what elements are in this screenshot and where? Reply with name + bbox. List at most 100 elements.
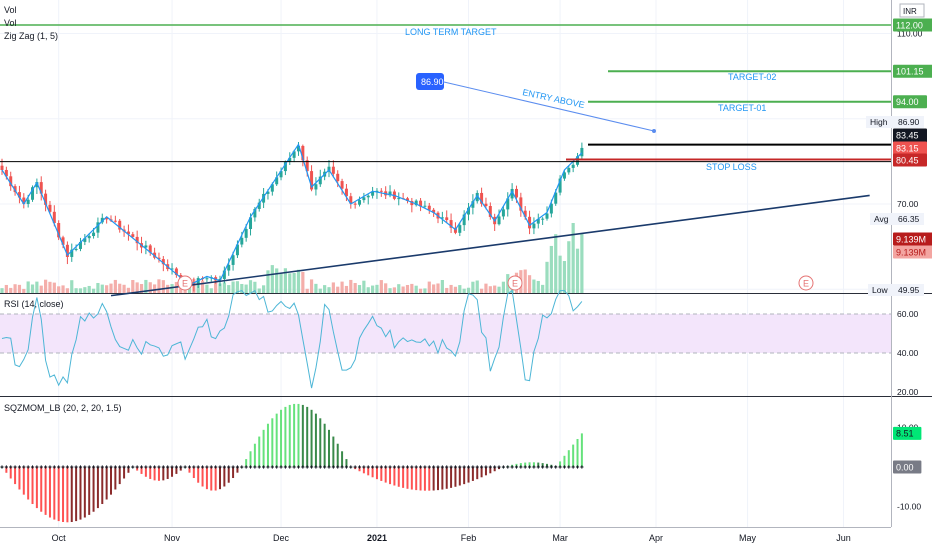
volume-bar: [139, 284, 144, 293]
squeeze-dot: [466, 465, 471, 469]
earnings-marker-1[interactable]: E: [507, 275, 523, 291]
earnings-circle: [177, 275, 193, 291]
candle: [48, 200, 52, 214]
momentum-bar: [445, 467, 448, 489]
candle-body: [305, 160, 309, 172]
candle: [488, 202, 492, 220]
volume-bar: [497, 286, 501, 293]
volume-bar: [375, 284, 379, 293]
volume-bar: [292, 272, 296, 293]
candle-body: [105, 217, 109, 220]
volume-bar: [405, 284, 410, 293]
candle-body: [52, 211, 56, 224]
sqz-tick-0-text: 0.00: [896, 462, 914, 472]
candle: [22, 193, 26, 209]
momentum-bar: [380, 467, 383, 481]
high-text: High: [870, 117, 888, 127]
volume-bar: [453, 286, 458, 293]
candle-body: [576, 156, 580, 165]
squeeze-dot: [192, 465, 196, 469]
currency-text: INR: [903, 7, 917, 16]
candle-body: [471, 201, 475, 208]
volume-bar: [357, 285, 362, 293]
momentum-bar: [345, 459, 348, 467]
volume-bar: [314, 283, 318, 293]
volume-bar: [493, 285, 497, 293]
candle-body: [296, 145, 300, 152]
long-term-target-label: LONG TERM TARGET: [405, 27, 497, 37]
label-8045-box: [893, 153, 927, 167]
momentum-bar: [101, 467, 104, 505]
momentum-bar: [480, 467, 483, 478]
momentum-bar: [493, 467, 496, 472]
squeeze-dot: [240, 465, 244, 469]
candle-body: [118, 220, 122, 230]
momentum-bar: [423, 467, 426, 491]
squeeze-dot: [323, 465, 327, 469]
volume-bar: [91, 288, 96, 293]
earnings-marker-2[interactable]: E: [798, 275, 814, 291]
squeeze-dot: [567, 465, 571, 469]
candle: [288, 152, 292, 165]
earnings-marker-0[interactable]: E: [177, 275, 193, 291]
candle: [410, 197, 414, 213]
squeeze-dot: [436, 465, 440, 469]
squeeze-dot: [462, 465, 466, 469]
volume-bar: [344, 285, 349, 293]
volume-bar: [466, 287, 471, 293]
sqz-last-label: 8.51: [893, 426, 922, 440]
candle: [419, 198, 423, 212]
candle-body: [4, 169, 8, 177]
volume-bar: [523, 269, 527, 293]
candle: [340, 178, 344, 195]
squeeze-dot: [205, 465, 209, 469]
volume-bar: [0, 288, 4, 293]
squeeze-dot: [571, 465, 575, 469]
volume-bar: [157, 279, 161, 293]
volume-bar: [65, 288, 69, 293]
avg-text: Avg: [874, 214, 889, 224]
volume-bar: [100, 284, 104, 293]
candle-body: [475, 192, 479, 202]
volume-bar: [227, 285, 231, 293]
volume-bar: [567, 241, 571, 293]
candle: [536, 213, 540, 229]
volume-bar: [423, 288, 427, 293]
squeeze-dot: [13, 465, 17, 469]
volume-bar: [74, 288, 78, 293]
momentum-bar: [271, 418, 274, 467]
volume-bar: [532, 279, 536, 293]
momentum-bar: [105, 467, 108, 500]
squeeze-dot: [179, 465, 183, 469]
candle-body: [266, 191, 270, 194]
momentum-bar: [458, 467, 461, 486]
label-10115-text: 101.15: [896, 67, 924, 77]
candle-body: [358, 200, 362, 205]
candle: [331, 160, 335, 178]
rsi-tick-1: 40.00: [897, 348, 919, 358]
momentum-bar: [476, 467, 479, 480]
candle-body: [510, 188, 514, 199]
candle-body: [501, 209, 505, 217]
candle-body: [375, 190, 379, 192]
volume-bar: [527, 275, 532, 293]
momentum-bar: [197, 467, 200, 483]
entry-callout[interactable]: 86.90: [416, 73, 444, 90]
candle: [279, 167, 283, 181]
volume-bar: [549, 245, 553, 293]
squeeze-dot: [83, 465, 87, 469]
candle-body: [214, 277, 218, 280]
volume-bar: [301, 271, 305, 293]
volume-bar: [135, 282, 139, 293]
momentum-bar: [53, 467, 56, 520]
zigzag-line: [1, 142, 583, 286]
momentum-bar: [9, 467, 12, 479]
currency-badge[interactable]: INR: [899, 3, 925, 18]
volume-bar: [4, 284, 8, 293]
candle-body: [449, 220, 453, 228]
candle-body: [279, 171, 283, 178]
candle-body: [61, 237, 65, 245]
squeeze-dot: [39, 465, 43, 469]
squeeze-dot: [562, 465, 567, 469]
